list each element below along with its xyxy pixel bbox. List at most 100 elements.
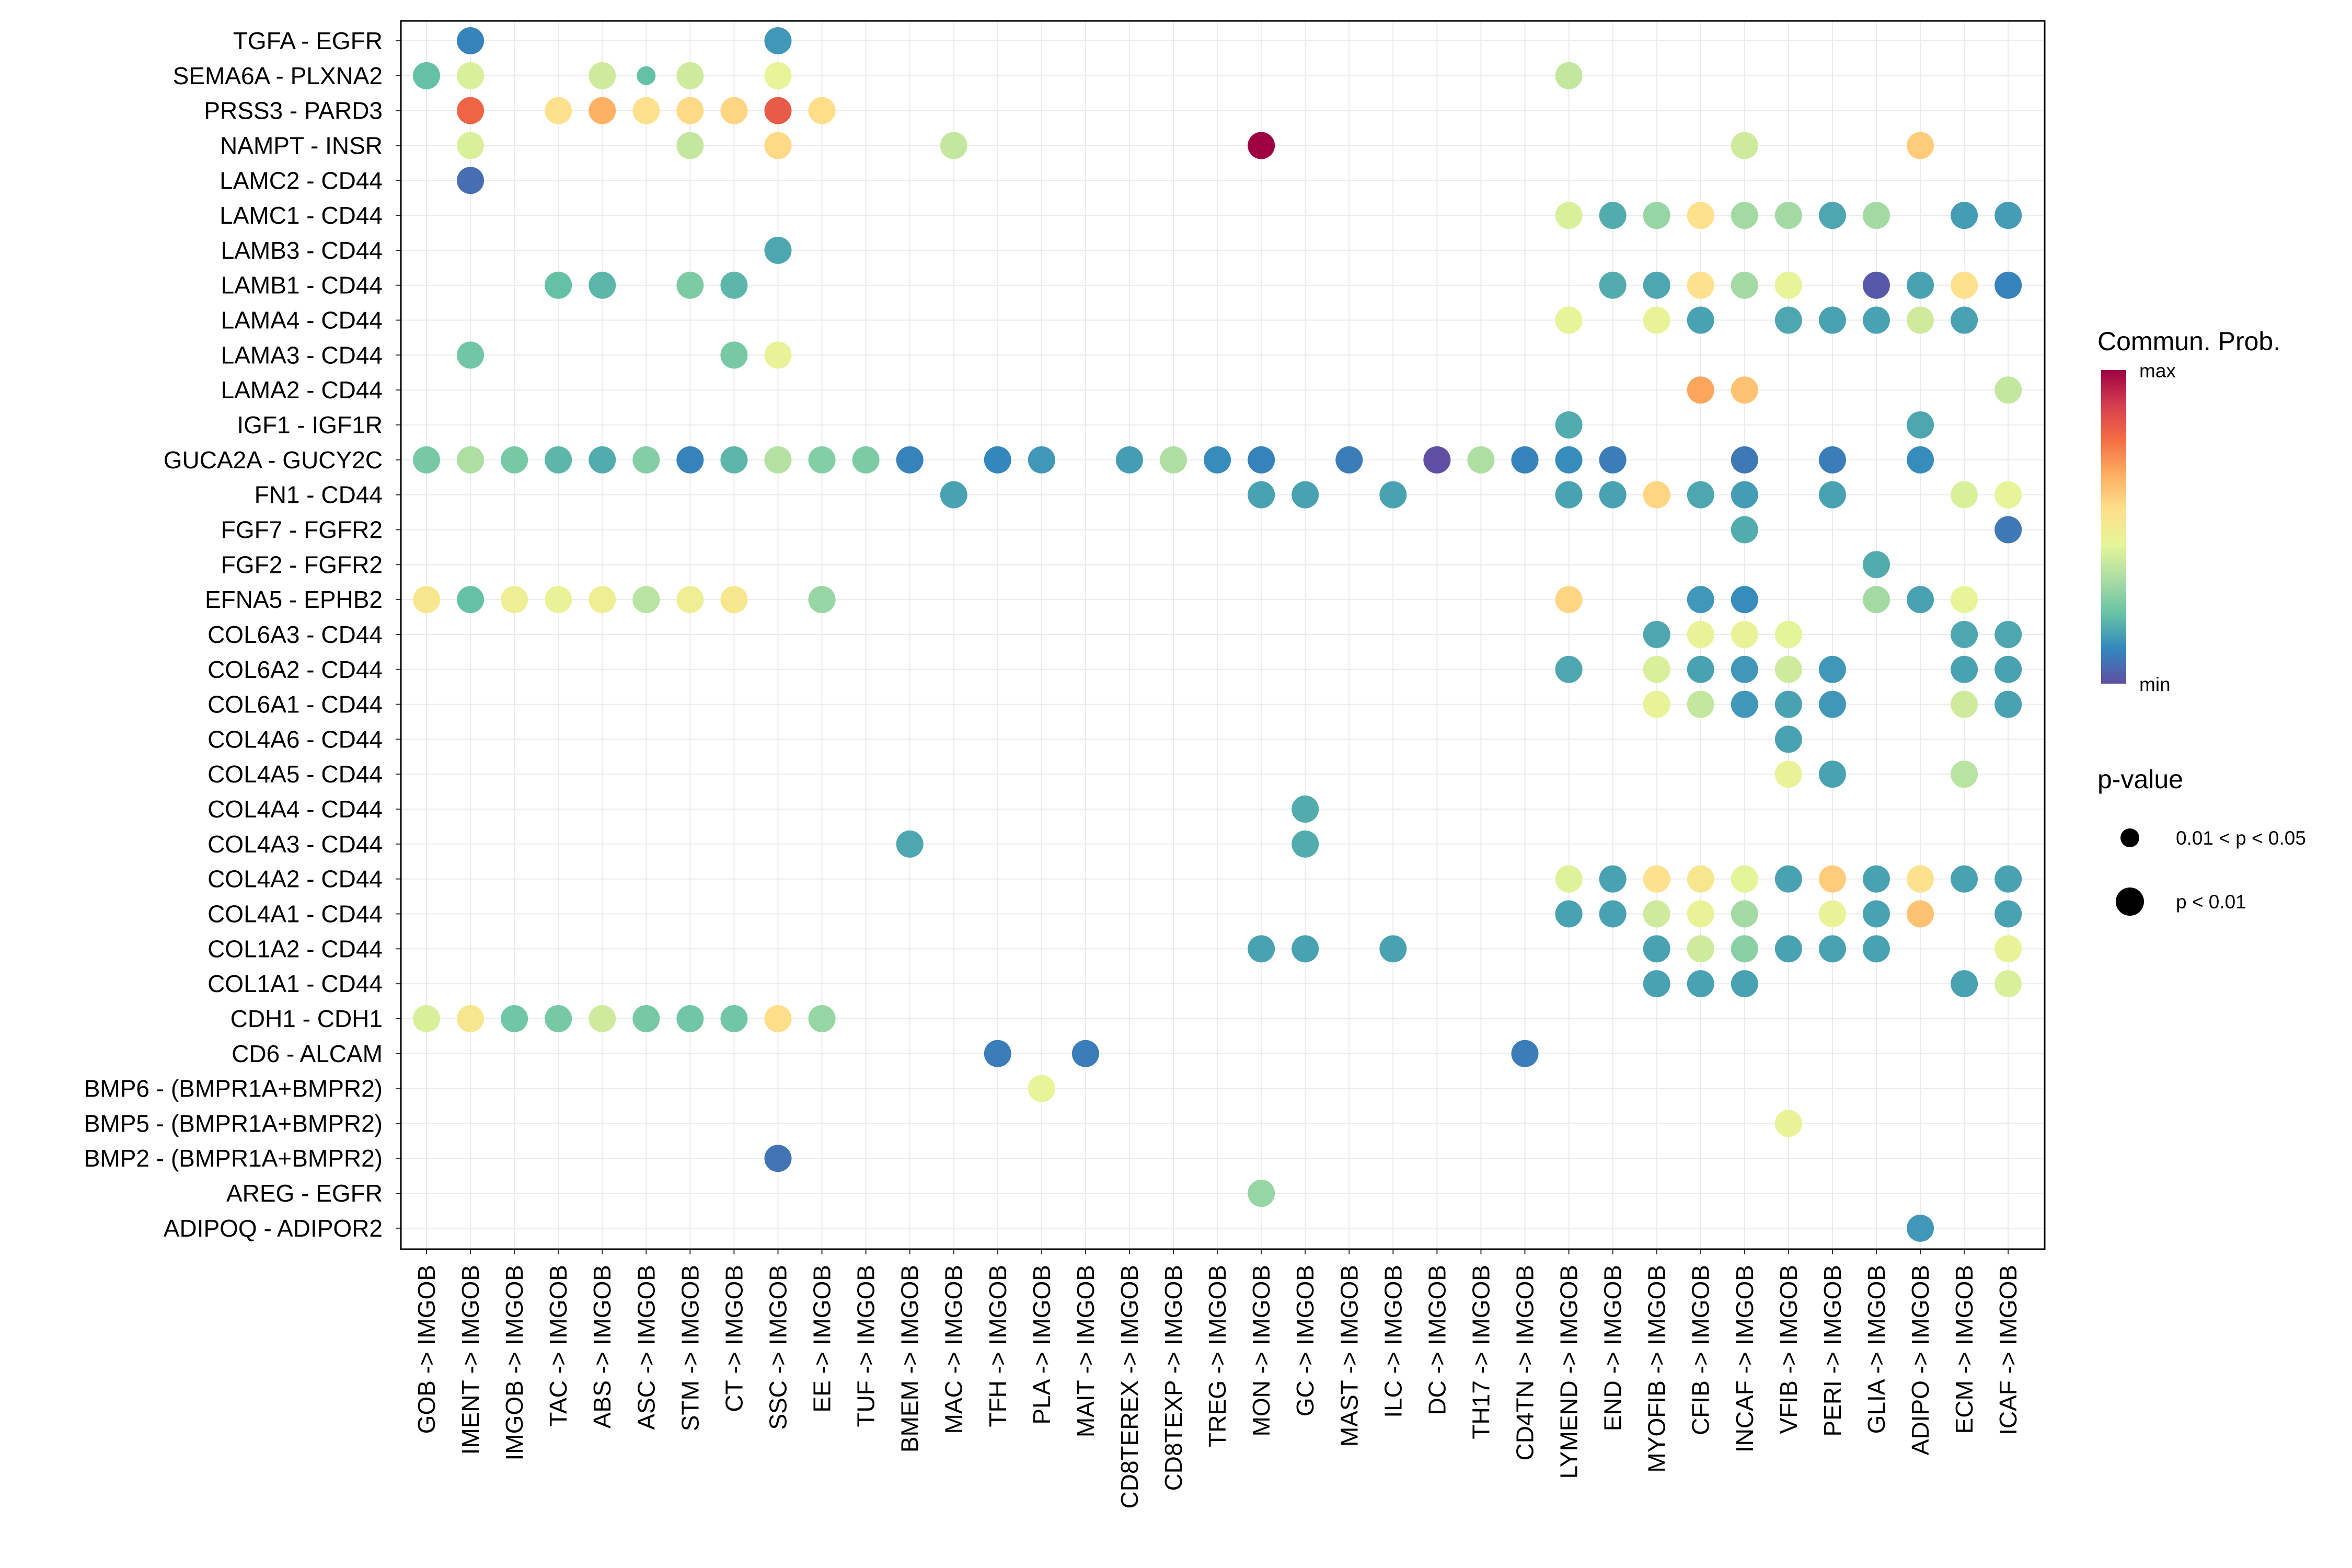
- y-tick-label: CD6 - ALCAM: [232, 1040, 383, 1067]
- data-point: [1248, 935, 1275, 963]
- data-point: [1731, 865, 1758, 893]
- data-point: [1555, 655, 1583, 683]
- data-point: [1731, 970, 1758, 998]
- data-point: [545, 586, 572, 614]
- x-tick-label: MAC -> IMGOB: [940, 1265, 967, 1434]
- data-point: [1907, 1214, 1934, 1242]
- y-tick-label: LAMA4 - CD44: [221, 307, 383, 334]
- y-tick-label: LAMC1 - CD44: [220, 202, 383, 229]
- data-point: [545, 271, 572, 299]
- data-point: [1731, 202, 1758, 229]
- data-point: [1907, 271, 1934, 299]
- data-point: [1951, 586, 1978, 614]
- x-tick-label: TAC -> IMGOB: [545, 1265, 572, 1427]
- data-point: [632, 1005, 660, 1032]
- data-point: [1599, 481, 1627, 509]
- data-point: [1818, 935, 1846, 963]
- x-tick-label: TUF -> IMGOB: [852, 1265, 880, 1427]
- data-point: [1994, 935, 2022, 963]
- x-tick-label: MYOFIB -> IMGOB: [1643, 1265, 1670, 1472]
- data-point: [1292, 935, 1319, 963]
- data-point: [1818, 865, 1846, 893]
- data-point: [940, 481, 967, 509]
- data-point: [637, 66, 656, 85]
- data-point: [501, 446, 528, 474]
- data-point: [1731, 655, 1758, 683]
- data-point: [676, 446, 704, 474]
- data-point: [457, 97, 485, 124]
- x-tick-label: CD8TEREX -> IMGOB: [1116, 1265, 1143, 1508]
- data-point: [1555, 481, 1583, 509]
- data-point: [764, 27, 792, 54]
- data-point: [589, 271, 616, 299]
- data-point: [1994, 900, 2022, 928]
- y-tick-label: BMP2 - (BMPR1A+BMPR2): [84, 1145, 383, 1172]
- data-point: [1160, 446, 1187, 474]
- data-point: [1907, 446, 1934, 474]
- data-point: [1994, 271, 2022, 299]
- x-tick-label: ADIPO -> IMGOB: [1907, 1265, 1934, 1455]
- y-tick-label: COL4A3 - CD44: [207, 831, 383, 858]
- data-point: [1774, 271, 1802, 299]
- data-point: [1687, 900, 1714, 928]
- data-point: [808, 1005, 836, 1032]
- y-tick-label: SEMA6A - PLXNA2: [173, 62, 383, 89]
- data-point: [1555, 586, 1583, 614]
- data-point: [1511, 446, 1539, 474]
- data-point: [896, 446, 924, 474]
- data-point: [457, 27, 485, 54]
- x-tick-label: TH17 -> IMGOB: [1467, 1265, 1494, 1439]
- color-legend-bar: [2101, 370, 2126, 684]
- size-legend-large-dot: [2116, 887, 2144, 916]
- data-point: [1687, 935, 1714, 963]
- color-legend-max-label: max: [2139, 360, 2176, 382]
- data-point: [1071, 1040, 1099, 1067]
- data-point: [1643, 690, 1670, 718]
- data-point: [1731, 900, 1758, 928]
- data-point: [1994, 655, 2022, 683]
- data-point: [1951, 655, 1978, 683]
- data-point: [1643, 935, 1670, 963]
- data-point: [589, 586, 616, 614]
- data-point: [501, 1005, 528, 1032]
- data-point: [676, 97, 704, 124]
- data-point: [1248, 446, 1275, 474]
- data-point: [764, 97, 792, 124]
- y-tick-label: COL4A5 - CD44: [207, 760, 383, 788]
- y-tick-label: FN1 - CD44: [255, 481, 383, 509]
- data-point: [1599, 865, 1627, 893]
- y-tick-label: LAMA2 - CD44: [221, 376, 383, 403]
- x-tick-label: CD8TEXP -> IMGOB: [1160, 1265, 1187, 1491]
- data-point: [1292, 481, 1319, 509]
- data-point: [545, 1005, 572, 1032]
- data-point: [720, 271, 748, 299]
- data-point: [1774, 935, 1802, 963]
- data-point: [589, 97, 616, 124]
- data-point: [1731, 516, 1758, 544]
- y-tick-label: ADIPOQ - ADIPOR2: [164, 1215, 383, 1242]
- x-tick-label: PLA -> IMGOB: [1028, 1265, 1055, 1425]
- data-point: [457, 1005, 485, 1032]
- data-point: [1687, 655, 1714, 683]
- data-point: [1862, 865, 1890, 893]
- data-point: [1292, 795, 1319, 823]
- data-point: [632, 446, 660, 474]
- x-tick-label: DC -> IMGOB: [1423, 1265, 1450, 1415]
- data-point: [1555, 900, 1583, 928]
- data-point: [676, 132, 704, 159]
- data-point: [1774, 655, 1802, 683]
- data-point: [1643, 865, 1670, 893]
- data-point: [1335, 446, 1363, 474]
- y-tick-label: COL6A2 - CD44: [207, 656, 383, 683]
- y-tick-label: COL1A1 - CD44: [207, 970, 383, 997]
- data-point: [1687, 271, 1714, 299]
- data-point: [1643, 655, 1670, 683]
- y-tick-label: TGFA - EGFR: [233, 27, 383, 54]
- data-point: [1643, 306, 1670, 334]
- data-point: [720, 1005, 748, 1032]
- data-point: [1731, 935, 1758, 963]
- data-point: [1774, 760, 1802, 788]
- x-tick-label: ECM -> IMGOB: [1951, 1265, 1978, 1434]
- x-tick-label: IMGOB -> IMGOB: [501, 1265, 528, 1460]
- data-point: [1994, 376, 2022, 404]
